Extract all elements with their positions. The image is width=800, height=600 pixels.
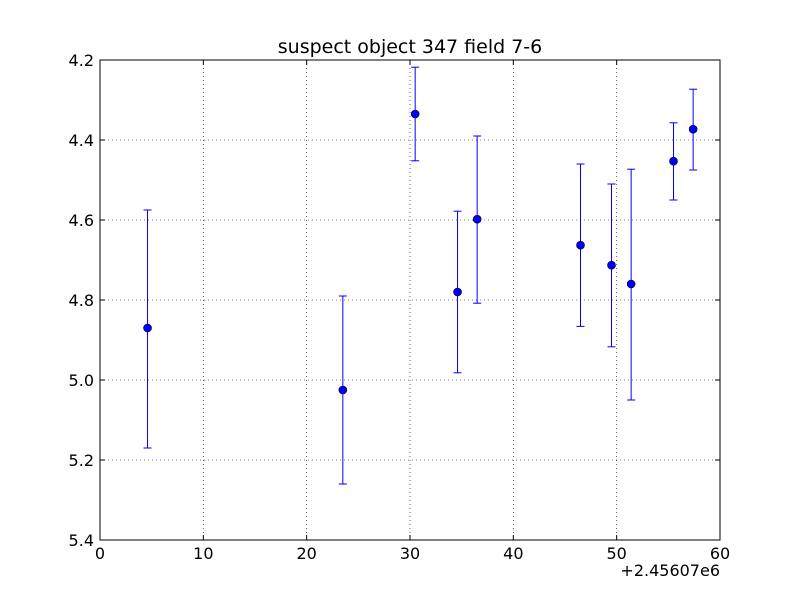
ticks: 0 10 20 30 40 50 60 4.2 4.4 4.6 4.8 5.0 5.2 5.4	[69, 51, 731, 563]
y-tick-label: 4.8	[69, 291, 94, 310]
y-tick-label: 5.2	[69, 451, 94, 470]
x-tick-label: 40	[503, 544, 523, 563]
data-layer	[143, 66, 698, 485]
x-tick-label: 20	[296, 544, 316, 563]
y-tick-label: 4.4	[69, 131, 94, 150]
y-tick-label: 4.6	[69, 211, 94, 230]
data-point	[453, 287, 462, 297]
y-tick-label: 4.2	[69, 51, 94, 70]
data-point	[410, 109, 420, 119]
chart-title: suspect object 347 field 7-6	[278, 36, 543, 58]
data-point	[669, 156, 678, 166]
x-offset-label: +2.45607e6	[620, 561, 720, 580]
data-point	[607, 260, 616, 270]
data-point	[472, 214, 482, 224]
x-tick-label: 60	[710, 544, 730, 563]
x-tick-label: 10	[193, 544, 213, 563]
grid	[100, 60, 720, 540]
y-tick-label: 5.0	[69, 371, 94, 390]
data-point	[576, 240, 585, 250]
data-point	[626, 279, 636, 289]
data-point	[688, 124, 698, 134]
x-tick-label: 50	[606, 544, 626, 563]
x-tick-label: 30	[400, 544, 420, 563]
data-point	[338, 385, 348, 395]
x-tick-label: 0	[95, 544, 105, 563]
y-tick-label: 5.4	[69, 531, 94, 550]
data-point	[143, 323, 152, 333]
